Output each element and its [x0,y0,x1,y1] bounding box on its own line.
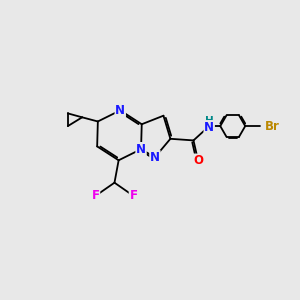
Text: Br: Br [265,120,280,133]
Text: N: N [150,151,160,164]
Text: F: F [92,189,100,203]
Text: N: N [136,143,146,156]
Text: H: H [205,116,214,127]
Text: N: N [204,121,214,134]
Text: O: O [193,154,203,167]
Text: F: F [129,189,137,203]
Text: N: N [115,104,125,117]
